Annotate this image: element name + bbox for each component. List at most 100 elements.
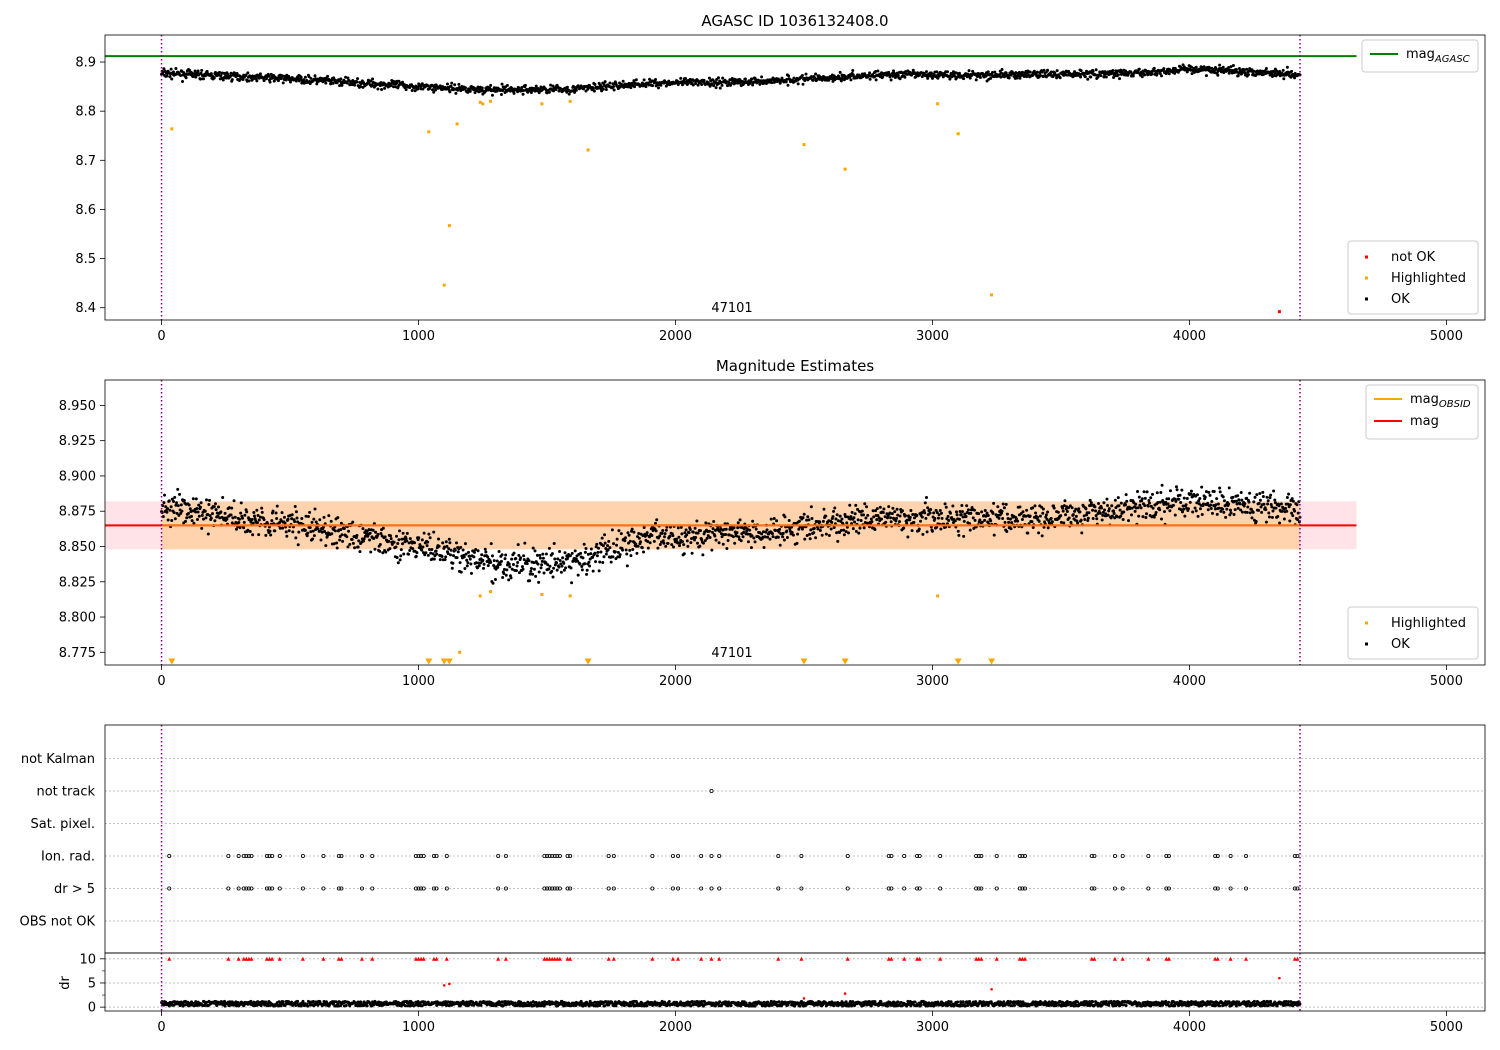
dr-point bbox=[359, 1001, 363, 1005]
ok-point bbox=[231, 516, 235, 520]
ok-point bbox=[1117, 504, 1121, 508]
ok-point bbox=[313, 74, 317, 78]
ok-point bbox=[600, 85, 604, 89]
dr-point bbox=[281, 1000, 285, 1004]
ok-point bbox=[416, 87, 420, 91]
ok-point bbox=[167, 499, 171, 503]
ok-point bbox=[1210, 511, 1214, 515]
ok-point bbox=[631, 548, 635, 552]
ok-point bbox=[947, 519, 951, 523]
ok-point bbox=[378, 549, 382, 553]
ok-point bbox=[1211, 67, 1215, 71]
below-range-marker bbox=[841, 658, 849, 665]
ok-point bbox=[489, 83, 493, 87]
ok-point bbox=[1173, 497, 1177, 501]
ok-point bbox=[420, 538, 424, 542]
ok-point bbox=[517, 553, 521, 557]
ok-point bbox=[708, 536, 712, 540]
ok-point bbox=[191, 497, 195, 501]
ok-point bbox=[1218, 63, 1222, 67]
ok-point bbox=[1037, 531, 1041, 535]
ok-point bbox=[312, 534, 316, 538]
ok-point bbox=[928, 511, 932, 515]
ok-point bbox=[874, 69, 878, 73]
flag-marker bbox=[889, 886, 894, 891]
ok-point bbox=[1104, 75, 1108, 79]
ok-point bbox=[1018, 76, 1022, 80]
ok-point bbox=[738, 518, 742, 522]
ok-point bbox=[357, 539, 361, 543]
ok-point bbox=[642, 526, 646, 530]
ok-point bbox=[1296, 518, 1300, 522]
ok-point bbox=[720, 83, 724, 87]
ok-point bbox=[719, 532, 723, 536]
flag-marker bbox=[670, 886, 675, 891]
ok-point bbox=[1204, 490, 1208, 494]
ok-point bbox=[603, 541, 607, 545]
ok-point bbox=[170, 77, 174, 81]
ok-point bbox=[820, 533, 824, 537]
ok-point bbox=[778, 527, 782, 531]
ok-point bbox=[663, 532, 667, 536]
ok-point bbox=[1159, 490, 1163, 494]
ok-point bbox=[980, 520, 984, 524]
below-range-marker bbox=[445, 658, 453, 665]
ok-point bbox=[1102, 75, 1106, 79]
ok-point bbox=[335, 541, 339, 545]
ok-point bbox=[166, 518, 170, 522]
ok-point bbox=[268, 529, 272, 533]
not-ok-point bbox=[1277, 310, 1281, 314]
ok-point bbox=[956, 529, 960, 533]
ok-point bbox=[512, 551, 516, 555]
ok-point bbox=[1122, 510, 1126, 514]
ok-point bbox=[604, 547, 608, 551]
ok-point bbox=[1155, 491, 1159, 495]
ok-point bbox=[472, 555, 476, 559]
ok-point bbox=[710, 548, 714, 552]
flag-marker bbox=[267, 854, 272, 859]
ok-point bbox=[570, 581, 574, 585]
legend-label: Highlighted bbox=[1391, 616, 1466, 631]
ok-point bbox=[1143, 73, 1147, 77]
ok-point bbox=[187, 503, 191, 507]
ok-point bbox=[338, 84, 342, 88]
ok-point bbox=[1115, 515, 1119, 519]
below-range-marker bbox=[988, 658, 996, 665]
ok-point bbox=[1180, 488, 1184, 492]
ok-point bbox=[207, 498, 211, 502]
ok-point bbox=[1142, 490, 1146, 494]
flag-marker bbox=[938, 886, 943, 891]
ok-point bbox=[953, 519, 957, 523]
ok-point bbox=[476, 85, 480, 89]
ok-point bbox=[405, 531, 409, 535]
ok-point bbox=[830, 520, 834, 524]
flag-marker bbox=[979, 886, 984, 891]
ok-point bbox=[537, 570, 541, 574]
ok-point bbox=[497, 549, 501, 553]
ok-point bbox=[849, 78, 853, 82]
ok-point bbox=[595, 542, 599, 546]
ok-point bbox=[816, 527, 820, 531]
ok-point bbox=[538, 553, 542, 557]
ok-point bbox=[475, 566, 479, 570]
ok-point bbox=[499, 559, 503, 563]
ok-point bbox=[1150, 492, 1154, 496]
y-tick-label: 8.925 bbox=[59, 434, 96, 449]
ok-point bbox=[891, 506, 895, 510]
ok-point bbox=[842, 528, 846, 532]
ok-point bbox=[255, 508, 259, 512]
ok-point bbox=[401, 542, 405, 546]
ok-point bbox=[691, 530, 695, 534]
dr-point bbox=[311, 1000, 315, 1004]
ok-point bbox=[284, 530, 288, 534]
ok-point bbox=[749, 80, 753, 84]
ok-point bbox=[196, 510, 200, 514]
ok-point bbox=[585, 572, 589, 576]
flag-marker bbox=[1164, 886, 1169, 891]
ok-point bbox=[977, 512, 981, 516]
ok-point bbox=[560, 564, 564, 568]
ok-point bbox=[935, 70, 939, 74]
ok-point bbox=[829, 527, 833, 531]
ok-point bbox=[294, 510, 298, 514]
ok-point bbox=[199, 505, 203, 509]
